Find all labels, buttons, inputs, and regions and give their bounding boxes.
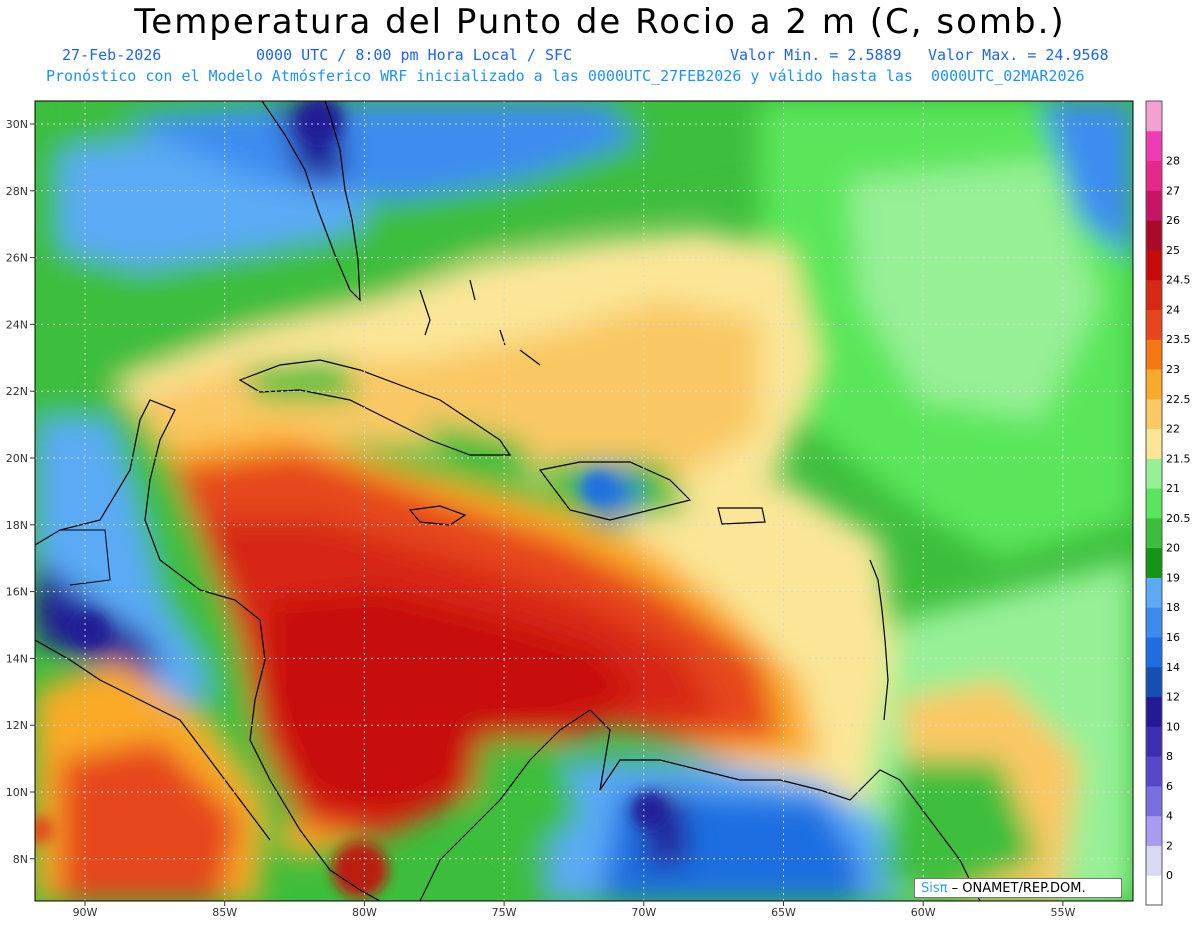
colorbar-swatch [1146, 339, 1162, 370]
lat-label: 26N [6, 252, 28, 265]
colorbar-label: 16 [1166, 631, 1180, 644]
colorbar-swatch [1146, 398, 1162, 430]
colorbar-label: 23 [1166, 363, 1180, 376]
credit-org: – ONAMET/REP.DOM. [947, 881, 1086, 896]
colorbar-swatch [1146, 517, 1162, 549]
colorbar-label: 25 [1166, 244, 1180, 257]
colorbar: 024681012141618192020.52121.52222.52323.… [1145, 100, 1191, 906]
colorbar-swatch [1146, 547, 1162, 578]
longitude-labels: 90W 85W 80W 75W 70W 65W 60W 55W [73, 901, 1075, 919]
colorbar-label: 20 [1166, 542, 1180, 555]
colorbar-swatch [1146, 369, 1162, 400]
colorbar-swatch [1146, 726, 1162, 757]
colorbar-label: 19 [1166, 571, 1180, 584]
colorbar-frame [1145, 100, 1163, 906]
colorbar-swatch [1146, 785, 1162, 817]
credit-pi: π [939, 881, 948, 896]
colorbar-label: 20.5 [1166, 512, 1191, 525]
lat-label: 22N [6, 385, 28, 398]
lon-label: 65W [771, 906, 796, 919]
colorbar-label: 22 [1166, 423, 1180, 436]
model-info: Pronóstico con el Modelo Atmósferico WRF… [46, 67, 1085, 85]
colorbar-label: 24 [1166, 303, 1180, 316]
colorbar-label: 2 [1166, 839, 1173, 852]
lat-label: 14N [6, 652, 28, 665]
colorbar-label: 4 [1166, 810, 1173, 823]
colorbar-label: 21.5 [1166, 452, 1191, 465]
colorbar-swatch [1146, 220, 1162, 251]
colorbar-swatch [1146, 756, 1162, 787]
borders [60, 529, 111, 586]
colorbar-swatch [1146, 875, 1162, 906]
colorbar-label: 21 [1166, 482, 1180, 495]
colorbar-label: 6 [1166, 780, 1173, 793]
lat-label: 12N [6, 719, 28, 732]
lat-label: 16N [6, 586, 28, 599]
lon-label: 60W [911, 906, 936, 919]
colorbar-label: 18 [1166, 601, 1180, 614]
lat-label: 24N [6, 318, 28, 331]
colorbar-swatch [1146, 309, 1162, 340]
forecast-time: 0000 UTC / 8:00 pm Hora Local / SFC [256, 46, 573, 64]
lon-label: 85W [212, 906, 237, 919]
lat-label: 10N [6, 786, 28, 799]
colorbar-swatch [1146, 160, 1162, 191]
colorbar-label: 0 [1166, 869, 1173, 882]
colorbar-swatch [1146, 815, 1162, 846]
colorbar-label: 14 [1166, 661, 1180, 674]
colorbar-label: 22.5 [1166, 393, 1191, 406]
colorbar-swatch [1146, 190, 1162, 221]
colorbar-swatch [1146, 488, 1162, 519]
colorbar-label: 28 [1166, 155, 1180, 168]
colorbar-label: 24.5 [1166, 274, 1191, 287]
colorbar-swatch [1146, 666, 1162, 698]
map-title: Temperatura del Punto de Rocio a 2 m (C,… [134, 2, 1066, 42]
coastlines [35, 101, 981, 901]
colorbar-label: 26 [1166, 214, 1180, 227]
colorbar-swatch [1146, 577, 1162, 608]
dewpoint-field [35, 101, 1133, 901]
colorbar-swatch [1146, 458, 1162, 489]
colorbar-swatch [1146, 130, 1162, 162]
colorbar-swatch [1146, 696, 1162, 727]
credit-brand: Sis [921, 881, 940, 896]
colorbar-label: 10 [1166, 720, 1180, 733]
lon-label: 80W [352, 906, 377, 919]
lon-label: 70W [631, 906, 656, 919]
colorbar-swatch [1146, 428, 1162, 459]
lat-label: 30N [6, 118, 28, 131]
colorbar-label: 23.5 [1166, 333, 1191, 346]
latitude-labels: 30N 28N 26N 24N 22N 20N 18N 16N 14N 12N 10N 8N [6, 118, 35, 866]
lat-label: 8N [13, 853, 28, 866]
lat-label: 18N [6, 519, 28, 532]
forecast-date: 27-Feb-2026 [62, 46, 162, 64]
colorbar-swatch [1146, 101, 1162, 132]
graticule [35, 101, 1133, 901]
colorbar-swatch [1146, 845, 1162, 876]
max-value: Valor Max. = 24.9568 [928, 46, 1109, 64]
credit-box: Sisπ – ONAMET/REP.DOM. [914, 878, 1122, 898]
map-frame [34, 100, 1134, 902]
colorbar-swatch [1146, 637, 1162, 668]
colorbar-label: 12 [1166, 691, 1180, 704]
lon-label: 55W [1050, 906, 1075, 919]
colorbar-label: 27 [1166, 184, 1180, 197]
lon-label: 75W [492, 906, 517, 919]
colorbar-swatch [1146, 279, 1162, 310]
lon-label: 90W [73, 906, 98, 919]
colorbar-label: 8 [1166, 750, 1173, 763]
colorbar-swatch [1146, 249, 1162, 281]
min-value: Valor Min. = 2.5889 [730, 46, 902, 64]
lat-label: 20N [6, 452, 28, 465]
lat-label: 28N [6, 185, 28, 198]
colorbar-swatch [1146, 607, 1162, 638]
